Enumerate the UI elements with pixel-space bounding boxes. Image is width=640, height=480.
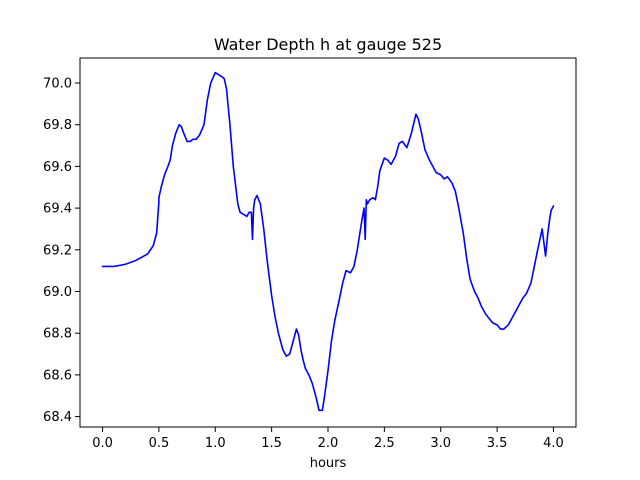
x-tick-label: 2.5 [374,436,395,451]
plot-area [101,71,555,412]
x-tick-label: 4.0 [543,436,564,451]
x-axis-label: hours [310,456,347,471]
x-axis: 0.0 0.5 1.0 1.5 2.0 2.5 3.0 3.5 4.0 [92,427,564,451]
y-tick-label: 69.8 [43,118,72,133]
x-tick-label: 1.5 [261,436,282,451]
y-tick-label: 69.4 [43,202,72,217]
y-tick-label: 70.0 [43,77,72,92]
y-tick-label: 68.4 [43,410,72,425]
y-axis: 68.4 68.6 68.8 69.0 69.2 69.4 69.6 69.8 70.0 [43,77,80,425]
y-tick-label: 69.6 [43,160,72,175]
plot-frame [79,57,577,428]
series-line [101,71,555,412]
x-tick-label: 2.0 [318,436,339,451]
x-tick-label: 3.0 [430,436,451,451]
y-tick-label: 69.2 [43,243,72,258]
chart-title: Water Depth h at gauge 525 [214,35,442,54]
y-tick-label: 69.0 [43,285,72,300]
x-tick-label: 0.5 [149,436,170,451]
x-tick-label: 3.5 [487,436,508,451]
x-tick-label: 1.0 [205,436,226,451]
y-tick-label: 68.6 [43,368,72,383]
x-tick-label: 0.0 [92,436,113,451]
y-tick-label: 68.8 [43,327,72,342]
